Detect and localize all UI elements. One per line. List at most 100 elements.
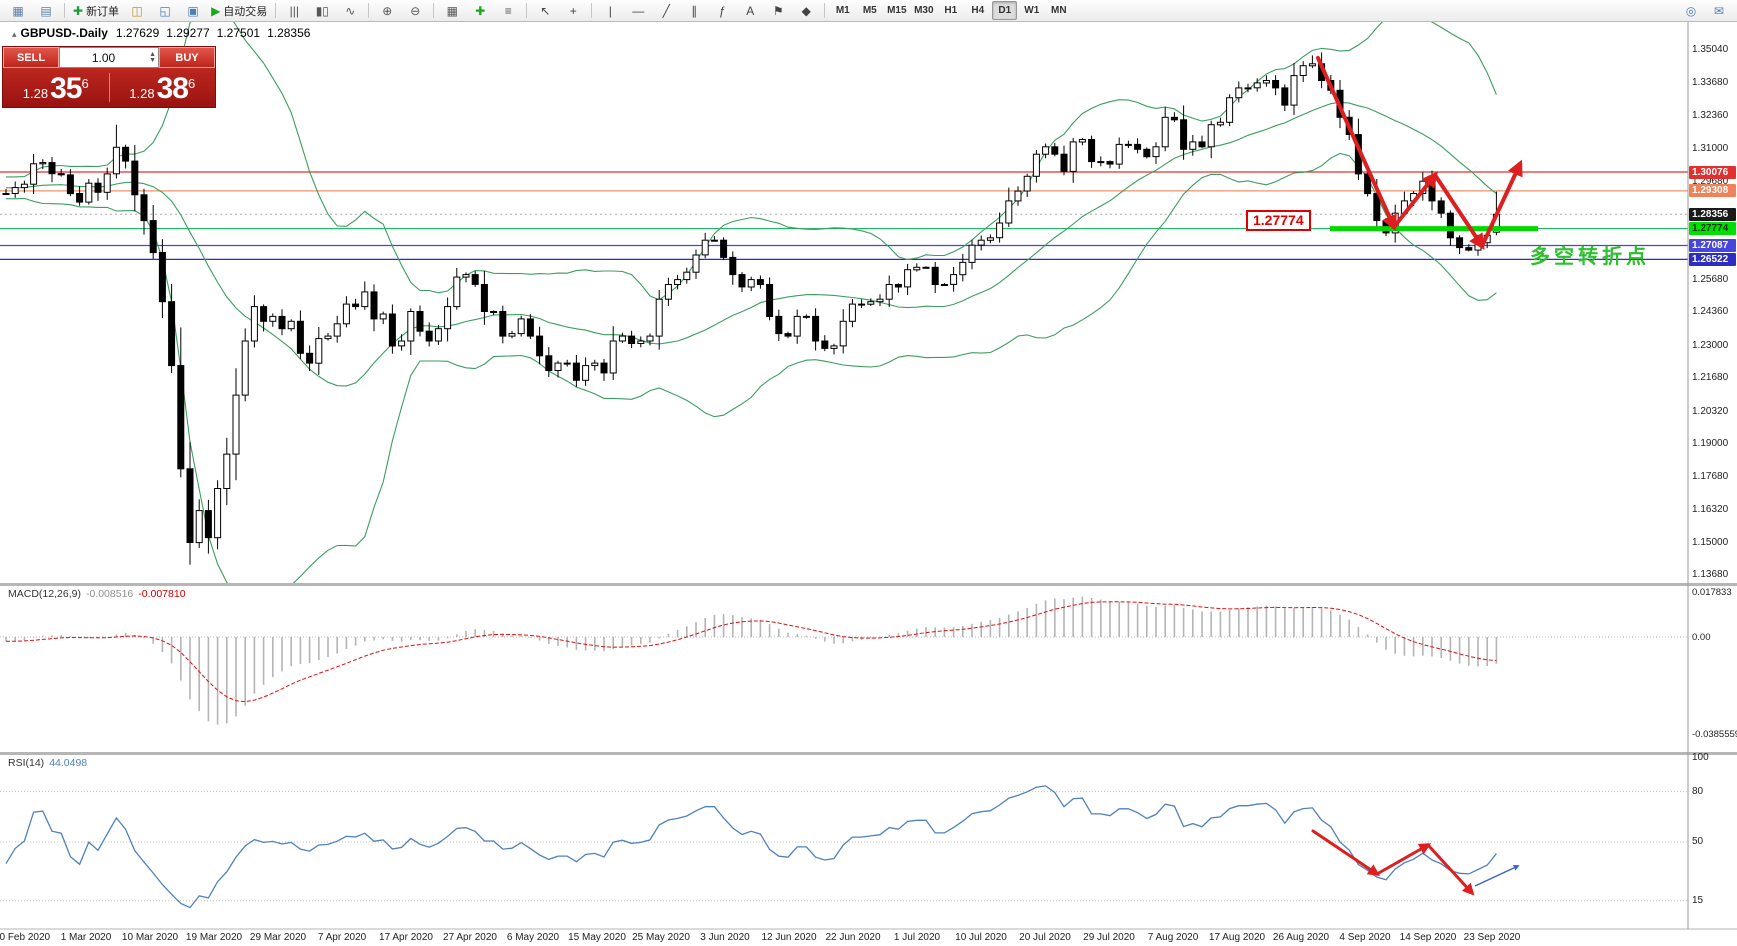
market-watch-button[interactable]: ◫ bbox=[123, 1, 151, 21]
price-axis-label: 1.17680 bbox=[1692, 471, 1729, 482]
data-window-button[interactable]: ◱ bbox=[151, 1, 179, 21]
rsi-trend-arrow bbox=[1375, 843, 1432, 876]
indicators-button[interactable]: ✚ bbox=[466, 1, 494, 21]
text-label-button[interactable]: ⚑ bbox=[764, 1, 792, 21]
macd-indicator-label: MACD(12,26,9) -0.008516 -0.007810 bbox=[8, 588, 186, 600]
autotrading-label: 自动交易 bbox=[223, 5, 268, 18]
autotrading-button[interactable]: ▶ 自动交易 bbox=[207, 1, 271, 21]
fibonacci-icon: ƒ bbox=[718, 3, 726, 18]
cursor-icon: ↖ bbox=[540, 3, 551, 18]
rsi-indicator-label: RSI(14) 44.0498 bbox=[8, 757, 87, 769]
date-label: 25 May 2020 bbox=[632, 932, 690, 943]
rsi-axis-label: 15 bbox=[1692, 895, 1704, 906]
date-label: 17 Apr 2020 bbox=[379, 932, 433, 943]
date-label: 4 Sep 2020 bbox=[1339, 932, 1391, 943]
date-label: 27 Apr 2020 bbox=[443, 932, 497, 943]
timeframe-mn[interactable]: MN bbox=[1051, 5, 1067, 16]
fibonacci-button[interactable]: ƒ bbox=[708, 1, 736, 21]
terminal-button[interactable]: ▣ bbox=[179, 1, 207, 21]
equidistant-channel-button[interactable]: ∥ bbox=[680, 1, 708, 21]
support-price-label[interactable]: 1.27774 bbox=[1246, 210, 1311, 231]
vertical-line-button[interactable]: | bbox=[596, 1, 624, 21]
text-button[interactable]: A bbox=[736, 1, 764, 21]
buy-price[interactable]: 1.28 38 6 bbox=[108, 72, 216, 105]
timeframe-h1[interactable]: H1 bbox=[944, 5, 958, 16]
price-axis-label: 1.19000 bbox=[1692, 438, 1729, 449]
terminal-icon: ▣ bbox=[187, 3, 199, 18]
candlestick-chart-icon: ▮▯ bbox=[315, 3, 329, 18]
toolbar: ▦ ▤ ✚ 新订单 ◫ ◱ ▣ ▶ 自动交易 ||| ▮▯ ∿ ⊕ ⊖ ▦ ✚ ≡ ↖ + | — ╱ ∥ ƒ A ⚑ ◆ M1 M5 M… bbox=[0, 0, 1737, 22]
date-label: 23 Sep 2020 bbox=[1463, 932, 1521, 943]
bollinger-band bbox=[5, 152, 1497, 584]
community-button[interactable]: ✉ bbox=[1705, 1, 1733, 21]
objects-list-button[interactable]: ≡ bbox=[494, 1, 522, 21]
price-axis-label: 1.16320 bbox=[1692, 504, 1729, 515]
price-axis-label: 1.31000 bbox=[1692, 143, 1729, 154]
sell-price-pips: 35 bbox=[50, 72, 82, 105]
price-axis-label: 1.33680 bbox=[1692, 77, 1729, 88]
rsi-line bbox=[5, 785, 1497, 909]
price-tag: 1.27087 bbox=[1689, 239, 1736, 252]
shapes-button[interactable]: ◆ bbox=[792, 1, 820, 21]
timeframe-w1[interactable]: W1 bbox=[1024, 5, 1040, 16]
new-chart-icon: ▦ bbox=[12, 3, 24, 18]
toolbar-separator bbox=[433, 3, 435, 18]
date-label: 10 Jul 2020 bbox=[955, 932, 1007, 943]
profiles-button[interactable]: ▤ bbox=[32, 1, 60, 21]
community-icon: ✉ bbox=[1713, 3, 1725, 18]
trendline-icon: ╱ bbox=[662, 3, 670, 18]
buy-price-pips: 38 bbox=[156, 72, 189, 105]
timeframe-m15[interactable]: M15 bbox=[887, 5, 907, 16]
volume-decrease-icon[interactable]: ▼ bbox=[149, 56, 156, 64]
toolbar-separator bbox=[64, 3, 65, 18]
new-order-button[interactable]: ✚ 新订单 bbox=[69, 1, 123, 21]
search-button[interactable]: ◎ bbox=[1677, 1, 1705, 21]
buy-button[interactable]: BUY bbox=[159, 47, 215, 68]
date-label: 1 Mar 2020 bbox=[60, 932, 112, 943]
horizontal-line-button[interactable]: — bbox=[624, 1, 652, 21]
macd-panel bbox=[0, 596, 1688, 725]
macd-histogram bbox=[5, 596, 1498, 725]
market-watch-icon: ◫ bbox=[131, 3, 143, 18]
autotrading-icon: ▶ bbox=[211, 3, 221, 18]
trendline-button[interactable]: ╱ bbox=[652, 1, 680, 21]
timeframe-m1[interactable]: M1 bbox=[835, 5, 850, 16]
volume-value: 1.00 bbox=[91, 50, 116, 65]
price-tag: 1.27774 bbox=[1689, 222, 1736, 235]
cursor-button[interactable]: ↖ bbox=[531, 1, 559, 21]
tile-windows-button[interactable]: ▦ bbox=[438, 1, 466, 21]
ohlc-open: 1.27629 bbox=[115, 26, 160, 40]
crosshair-button[interactable]: + bbox=[559, 1, 587, 21]
timeframe-h4[interactable]: H4 bbox=[971, 5, 985, 16]
trend-arrows bbox=[1316, 56, 1523, 251]
volume-input[interactable]: 1.00 ▲ ▼ bbox=[59, 47, 159, 68]
sell-price-whole: 1.28 bbox=[22, 86, 49, 101]
macd-name: MACD(12,26,9) bbox=[8, 588, 81, 600]
date-label: 1 Jul 2020 bbox=[893, 932, 941, 943]
rsi-axis-label: 100 bbox=[1692, 752, 1709, 763]
ohlc-high: 1.29277 bbox=[166, 26, 210, 40]
sell-button[interactable]: SELL bbox=[3, 47, 59, 68]
zoom-out-button[interactable]: ⊖ bbox=[401, 1, 429, 21]
bar-chart-button[interactable]: ||| bbox=[280, 1, 308, 21]
timeframe-d1[interactable]: D1 bbox=[992, 1, 1018, 20]
timeframe-m5[interactable]: M5 bbox=[862, 5, 877, 16]
date-label: 19 Mar 2020 bbox=[185, 932, 243, 943]
vertical-line-icon: | bbox=[608, 3, 612, 18]
rsi-value: 44.0498 bbox=[49, 757, 88, 769]
candlestick-chart-button[interactable]: ▮▯ bbox=[308, 1, 336, 21]
new-order-label: 新订单 bbox=[86, 5, 120, 18]
toolbar-separator bbox=[526, 3, 528, 18]
panel-separator bbox=[0, 583, 1737, 586]
zoom-in-button[interactable]: ⊕ bbox=[373, 1, 401, 21]
sell-price[interactable]: 1.28 35 6 bbox=[3, 72, 109, 105]
line-chart-button[interactable]: ∿ bbox=[336, 1, 364, 21]
new-chart-button[interactable]: ▦ bbox=[4, 1, 32, 21]
date-label: 10 Mar 2020 bbox=[121, 932, 179, 943]
price-axis-label: 1.21680 bbox=[1692, 372, 1729, 383]
volume-increase-icon[interactable]: ▲ bbox=[149, 50, 156, 58]
indicators-icon: ✚ bbox=[475, 3, 486, 18]
timeframe-m30[interactable]: M30 bbox=[914, 5, 934, 16]
line-chart-icon: ∿ bbox=[345, 3, 356, 18]
